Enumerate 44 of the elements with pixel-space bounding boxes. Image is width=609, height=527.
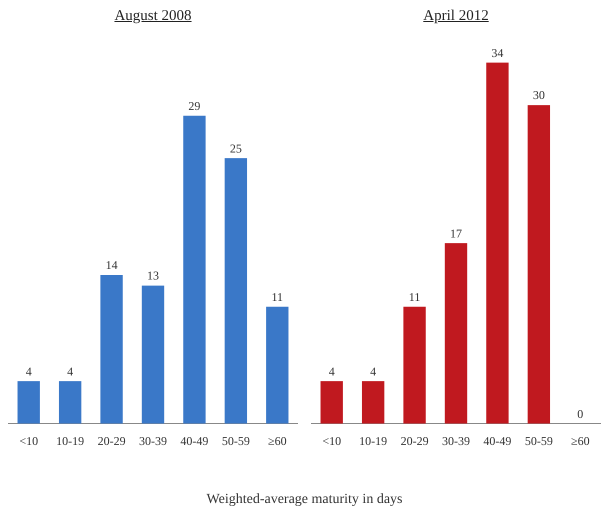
bar [183,116,206,424]
x-tick-label: ≥60 [570,434,590,448]
x-tick-label: ≥60 [268,434,287,448]
data-label: 11 [272,290,284,304]
x-tick-label: 10-19 [56,434,84,448]
bar [444,243,468,424]
data-label: 25 [230,141,242,156]
chart-title: April 2012 [422,8,490,26]
data-label: 0 [577,406,584,421]
x-tick-label: 30-39 [442,434,470,448]
data-label: 11 [408,290,420,304]
data-label: 13 [147,268,159,283]
x-tick-label: 50-59 [524,434,553,448]
x-tick-label: 30-39 [139,434,167,448]
bar [100,274,123,424]
bar [18,381,40,424]
bar [142,286,164,424]
x-tick-label: 20-29 [400,434,429,448]
bar [362,381,384,424]
bar [528,105,550,424]
bar [403,306,426,424]
x-tick-label: <10 [19,434,38,448]
data-label: 30 [532,88,545,102]
data-label: 29 [188,98,200,113]
x-tick-label: 40-49 [483,434,512,448]
data-label: 14 [106,258,118,272]
data-label: 4 [26,364,32,378]
bar [320,381,343,424]
bar [486,62,509,424]
x-tick-label: 40-49 [180,434,208,448]
data-label: 4 [370,364,376,378]
bar [224,158,248,424]
bar [266,306,288,424]
data-label: 17 [450,226,462,240]
data-label: 34 [491,46,504,60]
data-label: 4 [67,364,74,378]
x-tick-label: 20-29 [98,434,126,448]
chart-title: August 2008 [113,8,193,26]
x-tick-label: <10 [322,434,342,448]
data-label: 4 [328,364,335,378]
x-axis-title: Weighted-average maturity in days [206,492,404,508]
x-tick-label: 10-19 [359,434,388,448]
x-tick-label: 50-59 [222,434,250,448]
bar [58,381,82,424]
